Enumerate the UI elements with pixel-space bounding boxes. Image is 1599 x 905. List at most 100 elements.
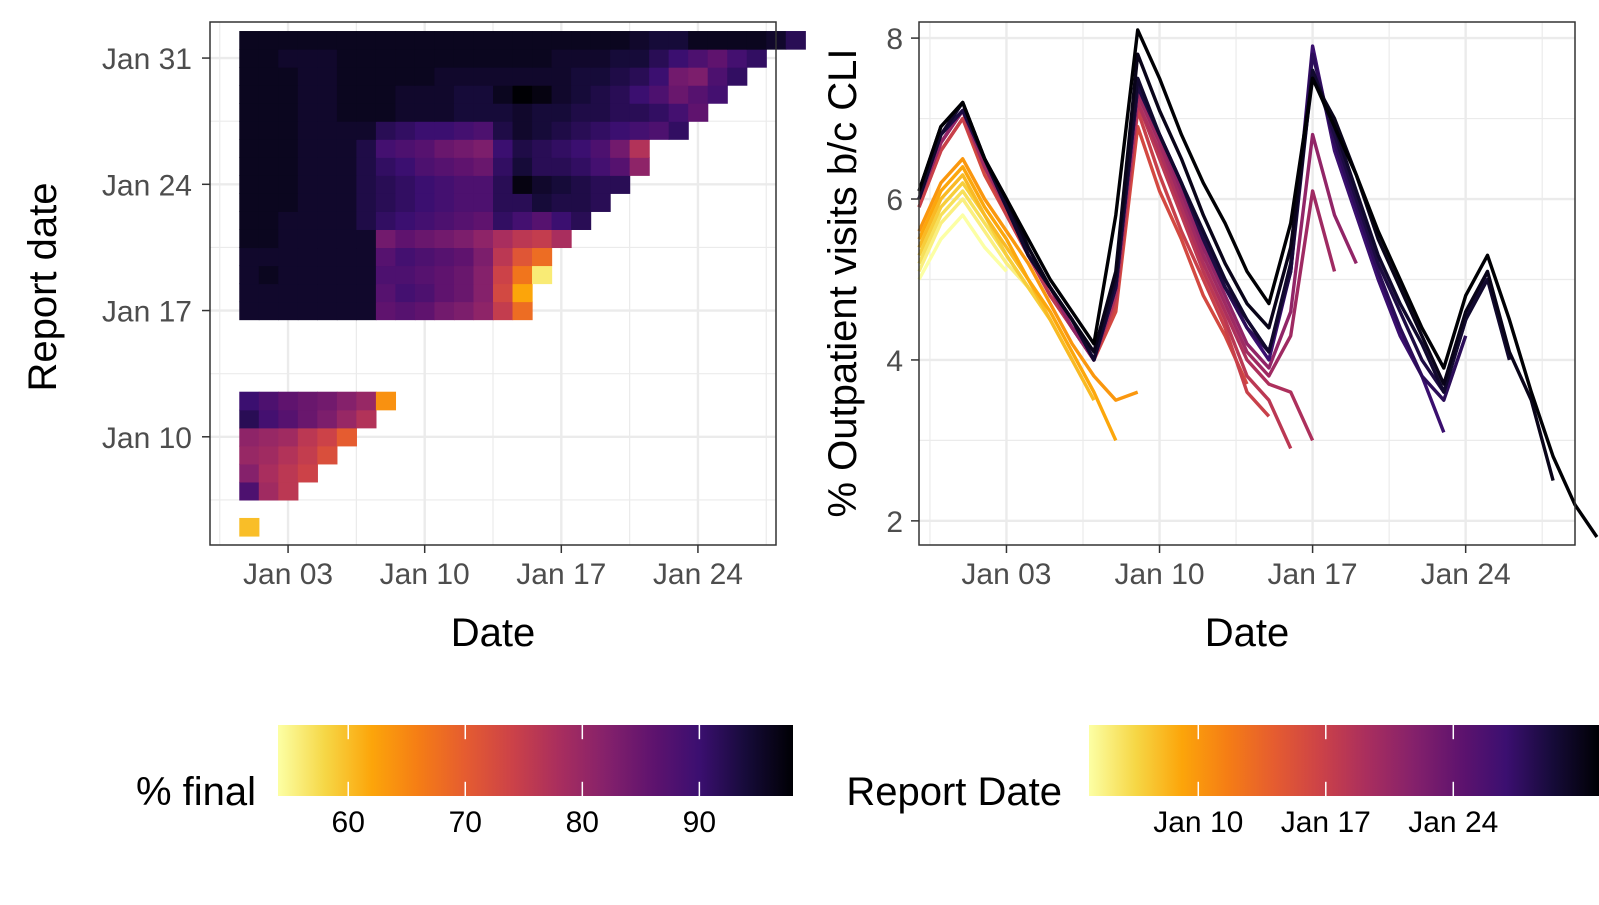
colorbar-tick-label: Jan 10 bbox=[1153, 806, 1243, 839]
heatmap-cell bbox=[610, 139, 631, 158]
heatmap-cell bbox=[258, 409, 279, 429]
heatmap-cell bbox=[629, 49, 650, 68]
heatmap-cell bbox=[356, 391, 377, 411]
line-y-tick-label: 2 bbox=[886, 506, 903, 539]
heatmap-cell bbox=[414, 283, 436, 303]
heatmap-cell bbox=[610, 121, 631, 140]
heatmap-cell bbox=[551, 103, 572, 122]
heatmap-cell bbox=[395, 85, 416, 104]
heatmap-cell bbox=[356, 49, 377, 68]
colorbar-tick-label: Jan 17 bbox=[1281, 806, 1371, 839]
heatmap-cell bbox=[512, 175, 533, 194]
heatmap-cell bbox=[453, 67, 475, 86]
heatmap-cell bbox=[571, 31, 592, 50]
heatmap-cell bbox=[317, 193, 338, 212]
heatmap-cell bbox=[356, 409, 377, 429]
heatmap-cell bbox=[571, 175, 592, 194]
colorbar-tick-label: Jan 24 bbox=[1408, 806, 1498, 839]
line-x-axis-title: Date bbox=[1205, 611, 1290, 655]
heatmap-cell bbox=[258, 121, 279, 140]
heatmap-cell bbox=[571, 49, 592, 68]
heatmap-cell bbox=[590, 31, 611, 50]
heatmap-x-tick-label: Jan 10 bbox=[380, 558, 470, 591]
heatmap-cell bbox=[395, 139, 416, 158]
heatmap-cells bbox=[239, 31, 806, 537]
heatmap-cell bbox=[473, 229, 494, 249]
heatmap-cell bbox=[317, 67, 338, 86]
heatmap-cell bbox=[493, 193, 514, 212]
heatmap-cell bbox=[375, 229, 397, 249]
heatmap-cell bbox=[297, 391, 318, 411]
heatmap-cell bbox=[707, 67, 728, 86]
heatmap-cell bbox=[317, 139, 338, 158]
heatmap-x-axis-title: Date bbox=[451, 611, 536, 655]
heatmap-cell bbox=[512, 265, 533, 285]
heatmap-cell bbox=[590, 121, 611, 140]
heatmap-cell bbox=[297, 301, 318, 321]
heatmap-cell bbox=[532, 85, 553, 104]
heatmap-cell bbox=[317, 301, 338, 321]
heatmap-cell bbox=[258, 481, 279, 501]
heatmap-cell bbox=[239, 481, 260, 501]
heatmap-cell bbox=[493, 103, 514, 122]
heatmap-cell bbox=[278, 265, 299, 285]
line-y-axis-title: % Outpatient visits b/c CLI bbox=[821, 48, 865, 517]
heatmap-cell bbox=[473, 85, 494, 104]
heatmap-cell bbox=[336, 175, 357, 194]
heatmap-cell bbox=[297, 445, 318, 465]
heatmap-cell bbox=[414, 301, 436, 321]
heatmap-cell bbox=[239, 85, 260, 104]
heatmap-cell bbox=[258, 301, 279, 321]
line-x-tick-label: Jan 17 bbox=[1268, 558, 1358, 591]
heatmap-cell bbox=[258, 265, 279, 285]
heatmap-cell bbox=[551, 139, 572, 158]
heatmap-cell bbox=[395, 265, 416, 285]
heatmap-cell bbox=[297, 85, 318, 104]
heatmap-cell bbox=[532, 103, 553, 122]
heatmap-cell bbox=[336, 85, 357, 104]
line-panel: Jan 03 Jan 10 Jan 17 Jan 24 2 4 6 8 Date % Out… bbox=[821, 21, 1599, 655]
heatmap-cell bbox=[239, 31, 260, 50]
heatmap-cell bbox=[317, 283, 338, 303]
report-date-legend: Report Date Jan 10 Jan 17 Jan 24 bbox=[846, 725, 1599, 839]
heatmap-cell bbox=[336, 31, 357, 50]
heatmap-cell bbox=[512, 301, 533, 321]
heatmap-cell bbox=[434, 139, 455, 158]
heatmap-cell bbox=[532, 139, 553, 158]
heatmap-cell bbox=[512, 157, 533, 176]
heatmap-cell bbox=[414, 85, 436, 104]
heatmap-cell bbox=[590, 49, 611, 68]
heatmap-panel-border bbox=[209, 21, 777, 546]
heatmap-cell bbox=[395, 121, 416, 140]
heatmap-cell bbox=[297, 427, 318, 447]
heatmap-cell bbox=[239, 517, 260, 537]
heatmap-cell bbox=[532, 265, 553, 285]
heatmap-cell bbox=[258, 67, 279, 86]
line-y-tick-label: 6 bbox=[886, 184, 903, 217]
line-panel-border bbox=[918, 21, 1576, 546]
heatmap-cell bbox=[551, 175, 572, 194]
heatmap-cell bbox=[375, 265, 397, 285]
heatmap-cell bbox=[668, 103, 689, 122]
heatmap-cell bbox=[493, 121, 514, 140]
heatmap-cell bbox=[532, 175, 553, 194]
heatmap-cell bbox=[375, 211, 397, 230]
heatmap-cell bbox=[571, 121, 592, 140]
heatmap-cell bbox=[317, 391, 338, 411]
heatmap-cell bbox=[434, 211, 455, 230]
heatmap-cell bbox=[317, 211, 338, 230]
heatmap-cell bbox=[532, 193, 553, 212]
heatmap-cell bbox=[512, 85, 533, 104]
heatmap-cell bbox=[258, 463, 279, 483]
heatmap-cell bbox=[278, 67, 299, 86]
heatmap-cell bbox=[278, 121, 299, 140]
heatmap-cell bbox=[336, 103, 357, 122]
heatmap-cell bbox=[395, 103, 416, 122]
heatmap-cell bbox=[571, 85, 592, 104]
heatmap-cell bbox=[395, 49, 416, 68]
heatmap-cell bbox=[512, 121, 533, 140]
heatmap-cell bbox=[278, 175, 299, 194]
heatmap-cell bbox=[590, 157, 611, 176]
heatmap-cell bbox=[375, 301, 397, 321]
